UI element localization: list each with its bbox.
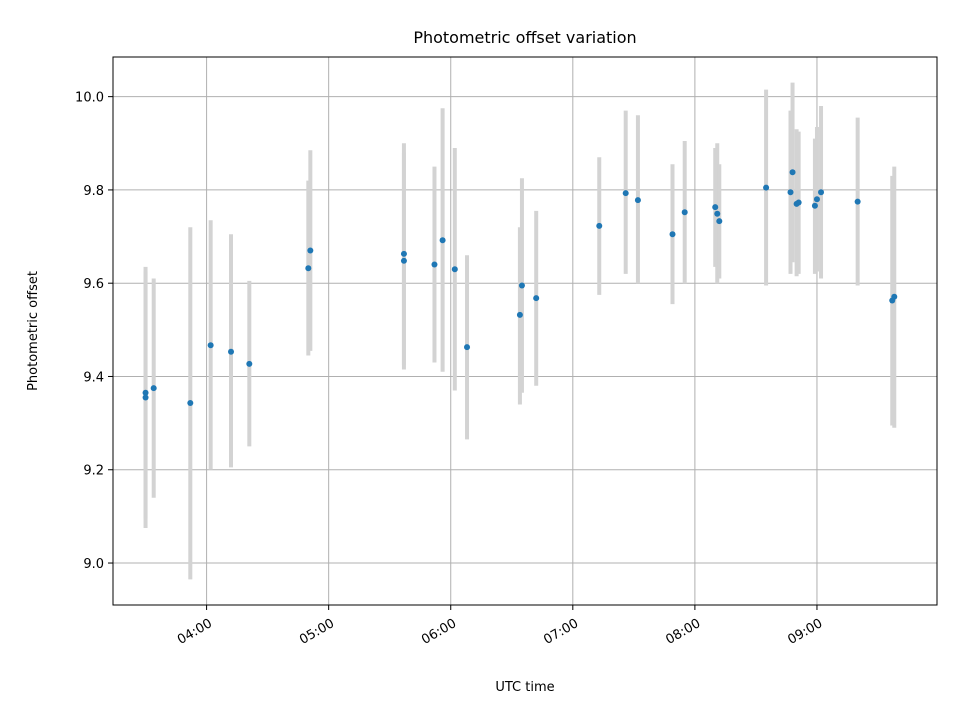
y-tick-label: 10.0 <box>75 91 104 106</box>
data-point <box>142 394 149 401</box>
y-tick-label: 9.0 <box>83 557 104 572</box>
data-point <box>439 237 446 244</box>
data-point <box>795 199 802 206</box>
data-point <box>622 190 629 197</box>
data-point <box>714 210 721 217</box>
y-tick-label: 9.2 <box>83 464 104 479</box>
data-point <box>891 293 898 300</box>
data-point <box>681 209 688 216</box>
data-point <box>712 204 719 211</box>
data-point <box>142 389 149 396</box>
x-axis: 04:00 05:00 06:00 07:00 08:00 09:00 <box>175 605 825 648</box>
data-point <box>228 348 235 355</box>
data-point <box>789 169 796 176</box>
y-tick-label: 9.4 <box>83 370 104 385</box>
data-point <box>516 311 523 318</box>
data-point <box>716 218 723 225</box>
data-point <box>451 266 458 273</box>
x-tick-label: 05:00 <box>297 616 337 648</box>
data-points <box>142 169 898 407</box>
data-point <box>811 202 818 209</box>
data-point <box>818 189 825 196</box>
data-point <box>464 344 471 351</box>
y-axis-label: Photometric offset <box>26 271 41 391</box>
data-point <box>854 198 861 205</box>
x-tick-label: 06:00 <box>419 616 459 648</box>
x-tick-label: 09:00 <box>785 616 825 648</box>
y-tick-label: 9.8 <box>83 184 104 199</box>
data-point <box>246 360 253 367</box>
data-point <box>431 261 438 268</box>
data-point <box>813 196 820 203</box>
data-point <box>669 231 676 238</box>
plot-frame <box>112 56 938 606</box>
data-point <box>787 189 794 196</box>
data-point <box>207 342 214 349</box>
data-point <box>596 222 603 229</box>
y-axis: 9.0 9.2 9.4 9.6 9.8 10.0 <box>75 91 113 572</box>
data-point <box>307 247 314 254</box>
data-point <box>400 257 407 264</box>
data-point <box>150 385 157 392</box>
error-bars <box>143 82 897 580</box>
x-axis-label: UTC time <box>495 680 554 695</box>
x-tick-label: 07:00 <box>541 616 581 648</box>
data-point <box>400 250 407 257</box>
y-tick-label: 9.6 <box>83 277 104 292</box>
data-point <box>634 197 641 204</box>
data-point <box>187 400 194 407</box>
x-tick-label: 08:00 <box>663 616 703 648</box>
chart-title: Photometric offset variation <box>413 28 636 47</box>
data-point <box>763 184 770 191</box>
data-point <box>533 295 540 302</box>
x-tick-label: 04:00 <box>175 616 215 648</box>
data-point <box>518 282 525 289</box>
data-point <box>305 265 312 272</box>
